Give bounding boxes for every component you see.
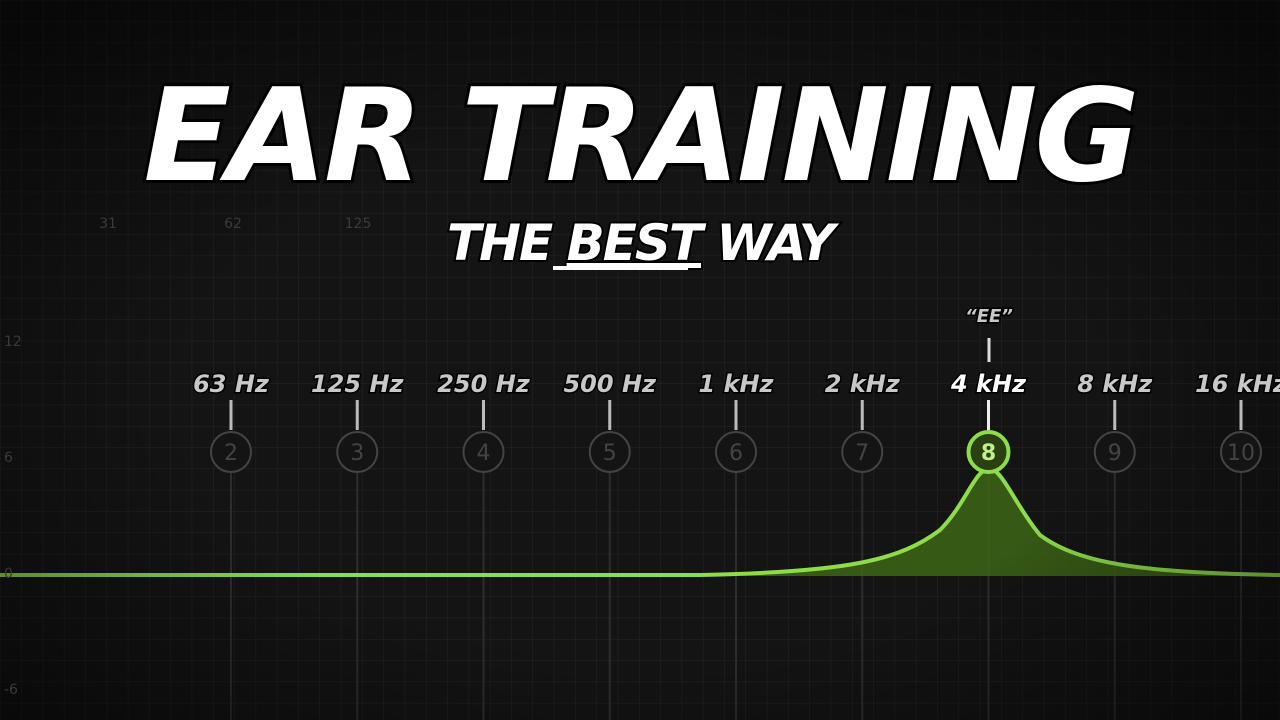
band-label: 16 kHz bbox=[1195, 370, 1280, 398]
band-label: 63 Hz bbox=[193, 370, 270, 398]
band-number: 10 bbox=[1227, 441, 1255, 466]
band-knob bbox=[210, 431, 252, 473]
band-number: 6 bbox=[729, 441, 743, 466]
frequency-scale-label: 125 bbox=[345, 216, 372, 232]
band-knob bbox=[462, 431, 505, 473]
bands: 63 Hz 2 125 Hz 3 250 Hz 4 500 Hz 5 1 kHz 6 2 kHz 7 4… bbox=[192, 369, 1280, 474]
band-knob bbox=[1220, 431, 1262, 473]
gain-scale-label: -6 bbox=[4, 682, 18, 698]
band-label: 2 kHz bbox=[825, 370, 901, 398]
band-label: 8 kHz bbox=[1077, 370, 1153, 398]
band-knob bbox=[1093, 431, 1136, 473]
band-label: 125 Hz bbox=[311, 370, 405, 398]
subtitle-emphasis: BEST bbox=[567, 214, 707, 272]
gain-scale-label: 0 bbox=[4, 566, 13, 582]
band-number: 3 bbox=[350, 441, 364, 466]
band-number: 4 bbox=[477, 441, 491, 466]
band-knob bbox=[588, 431, 631, 473]
band-label: 250 Hz bbox=[437, 370, 531, 398]
band-label: 4 kHz bbox=[950, 370, 1027, 398]
band-knob bbox=[715, 431, 757, 473]
band-knob bbox=[841, 431, 884, 473]
band-number: 9 bbox=[1108, 441, 1122, 466]
band-knob bbox=[336, 431, 379, 473]
band-knob bbox=[966, 430, 1011, 474]
title: EAR TRAINING bbox=[143, 62, 1136, 211]
frequency-scale-label: 31 bbox=[99, 216, 117, 232]
gain-scale-label: 6 bbox=[4, 450, 13, 466]
band-number: 2 bbox=[224, 441, 238, 466]
band-number: 5 bbox=[603, 441, 617, 466]
band-number: 7 bbox=[855, 441, 869, 466]
frequency-scale-label: 62 bbox=[224, 216, 242, 232]
band-label: 500 Hz bbox=[563, 370, 657, 398]
subtitle: THE BEST WAY bbox=[447, 214, 840, 272]
band-number: 8 bbox=[981, 441, 996, 466]
subtitle-before: THE bbox=[447, 214, 553, 272]
subtitle-after: WAY bbox=[716, 214, 839, 272]
band-label: 1 kHz bbox=[698, 370, 774, 398]
annotation: “EE” bbox=[965, 306, 1013, 327]
gain-scale-label: 12 bbox=[4, 334, 22, 350]
